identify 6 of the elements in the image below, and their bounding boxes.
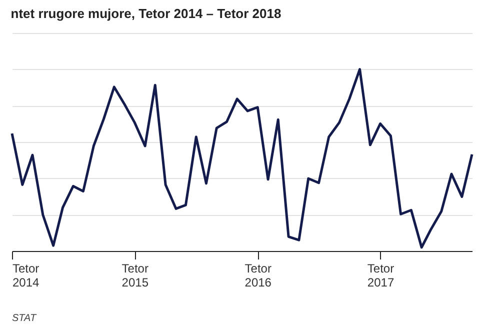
x-tick-label: Tetor 2015: [122, 262, 149, 290]
x-tick-label: Tetor 2017: [367, 262, 394, 290]
chart-title: ntet rrugore mujore, Tetor 2014 – Tetor 2018: [10, 6, 282, 21]
x-tick-label: Tetor 2014: [12, 262, 40, 290]
x-tick-label: Tetor 2016: [244, 262, 272, 290]
text: STAT: [12, 313, 37, 324]
